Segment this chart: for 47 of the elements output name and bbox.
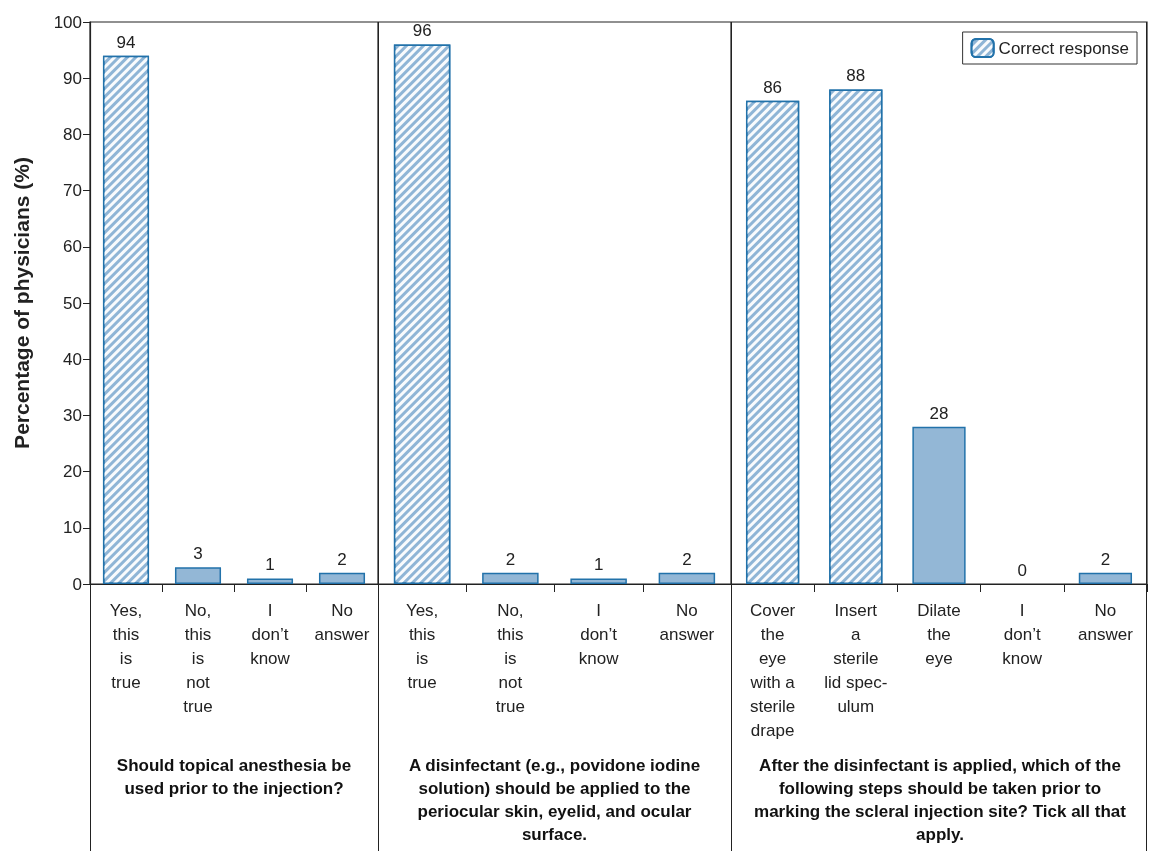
data-label: 0 [1017,561,1027,580]
x-tick-label: Yes, this is true [109,600,143,692]
y-tick-label: 20 [63,462,82,482]
x-tick-label: No answer [659,600,715,644]
y-tick-label: 50 [63,293,82,313]
data-label: 3 [193,544,203,564]
data-label: 96 [412,21,432,41]
y-tick-label: 0 [72,574,82,594]
x-tick-label: Dilate the eye [917,600,961,668]
legend-label: Correct response [998,38,1129,58]
y-tick-label: 60 [63,237,82,257]
x-tick-label: Insert a sterile lid spec- ulum [824,600,888,716]
data-label: 2 [505,549,516,569]
bar [1078,572,1133,584]
data-label: 2 [1100,549,1111,569]
y-tick-label: 70 [63,181,82,201]
data-label: 2 [682,549,692,569]
data-label: 2 [337,549,347,569]
x-tick-label: No, this is not true [183,600,213,716]
y-tick-label: 90 [63,68,82,88]
x-tick-label: Cover the eye with a sterile drape [749,600,796,740]
y-tick-label: 40 [63,349,82,369]
x-tick-label: Yes, this is true [405,600,439,692]
data-label: 1 [593,555,604,575]
y-axis-title: Percentage of physicians (%) [10,157,33,449]
x-axis-title: A disinfectant (e.g., povidone iodine solution) should be applied to the periocular skin, eyelid, and ocular surface. [407,755,702,846]
y-tick-label: 10 [63,518,82,538]
bar [246,578,294,584]
data-label: 1 [265,555,275,575]
x-axis-title: Should topical anesthesia be used prior to the injection? [115,755,353,800]
bar [174,567,222,584]
x-axis-title: After the disinfectant is applied, which of the following steps should be taken prior to marking the scleral injection site? Tick all that apply. [753,755,1127,846]
bar [318,572,366,584]
x-tick-label: No answer [1077,600,1134,644]
y-tick-label: 100 [53,12,82,32]
data-label: 86 [763,77,783,97]
data-label: 88 [846,66,866,86]
x-tick-label: No answer [314,600,370,644]
y-tick-label: 80 [63,124,82,144]
y-tick-label: 30 [63,405,82,425]
x-tick-label: I don’t know [578,600,620,668]
x-tick-label: I don’t know [1002,600,1043,668]
data-label: 28 [929,403,949,423]
x-tick-label: I don’t know [250,600,291,668]
bar [912,426,966,584]
data-label: 94 [116,32,136,52]
x-tick-label: No, this is not true [495,600,526,716]
